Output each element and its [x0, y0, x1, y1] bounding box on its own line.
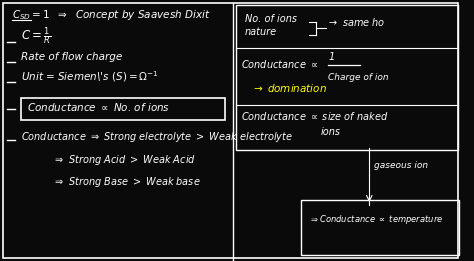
Text: Conductance $\propto$ No. of ions: Conductance $\propto$ No. of ions [27, 101, 170, 113]
Text: $\Rightarrow$ Strong Base $>$ Weak base: $\Rightarrow$ Strong Base $>$ Weak base [54, 175, 201, 189]
Text: $C = \frac{1}{R}$: $C = \frac{1}{R}$ [21, 26, 52, 47]
Text: Conductance $\propto$: Conductance $\propto$ [241, 58, 318, 70]
Text: Conductance $\propto$ size of naked: Conductance $\propto$ size of naked [241, 110, 389, 122]
Bar [301, 200, 459, 255]
Text: Charge of ion: Charge of ion [328, 73, 389, 82]
Text: $\rightarrow$ same ho: $\rightarrow$ same ho [327, 16, 385, 28]
Bar [236, 5, 458, 150]
Text: nature: nature [245, 27, 277, 37]
Bar [21, 98, 226, 120]
Text: Unit = Siemen\'s $(S) = \Omega^{-1}$: Unit = Siemen\'s $(S) = \Omega^{-1}$ [21, 69, 159, 84]
Text: Rate of flow charge: Rate of flow charge [21, 52, 123, 62]
Text: $\Rightarrow$Conductance $\propto$ temperature: $\Rightarrow$Conductance $\propto$ tempe… [309, 213, 443, 226]
Text: Conductance $\Rightarrow$ Strong electrolyte $>$ Weak electrolyte: Conductance $\Rightarrow$ Strong electro… [21, 130, 293, 144]
Text: $\Rightarrow$ Strong Acid $>$ Weak Acid: $\Rightarrow$ Strong Acid $>$ Weak Acid [54, 153, 196, 167]
Text: 1: 1 [328, 52, 335, 62]
Text: gaseous ion: gaseous ion [374, 161, 428, 170]
Text: ions: ions [321, 127, 341, 137]
Text: $C_{SD}=1$  $\Rightarrow$  Concept by Saavesh Dixit: $C_{SD}=1$ $\Rightarrow$ Concept by Saav… [12, 8, 210, 22]
Text: No. of ions: No. of ions [245, 14, 297, 24]
Text: $\rightarrow$ domination: $\rightarrow$ domination [251, 82, 327, 94]
